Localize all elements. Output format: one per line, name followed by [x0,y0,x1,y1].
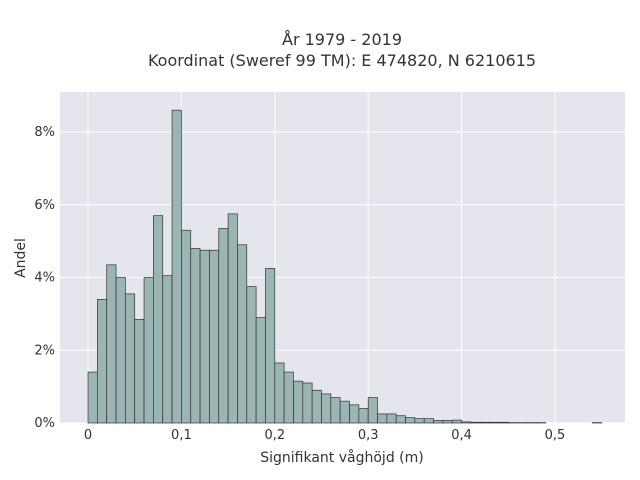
x-axis-title: Signifikant våghöjd (m) [260,449,423,466]
y-tick-label: 6% [34,198,55,213]
histogram-bars [87,109,603,424]
histogram-bar [377,413,388,424]
y-axis-title: Andel [13,238,29,278]
chart-title-line-2: Koordinat (Sweref 99 TM): E 474820, N 62… [148,51,536,70]
chart-title-line-1: År 1979 - 2019 [282,30,402,49]
histogram-bar [162,275,173,424]
histogram-bar [311,389,322,424]
histogram-bar [339,400,350,424]
histogram-bar [283,371,294,424]
histogram-bar [237,244,248,424]
histogram-bar [405,417,416,424]
histogram-bar [274,362,285,424]
x-tick-label: 0,2 [264,428,285,443]
histogram-bar [218,228,229,424]
x-tick-label: 0,1 [171,428,192,443]
y-tick-label: 8% [34,125,55,140]
histogram-bar [293,380,304,424]
histogram-bar [470,421,481,424]
y-tick-label: 4% [34,271,55,286]
histogram-bar [265,268,276,424]
histogram-bar [302,382,313,424]
histogram-bar [321,393,332,424]
histogram-bar [209,249,220,424]
histogram-bar [199,249,210,424]
x-tick-label: 0,5 [545,428,566,443]
histogram-bar [442,420,453,424]
histogram-bar [479,421,490,424]
x-tick-label: 0,3 [358,428,379,443]
histogram-bar [181,229,192,424]
axis-ticks: 0 0,1 0,2 0,3 0,4 0,5 0% 2% 4% 6% 8% [34,125,565,443]
x-tick-label: 0 [84,428,92,443]
histogram-bar [190,248,201,424]
y-tick-label: 0% [34,416,55,431]
histogram-bar [87,371,98,424]
y-tick-label: 2% [34,343,55,358]
histogram-bar [227,213,238,424]
histogram-bar [367,397,378,424]
histogram-bar [171,109,182,424]
histogram-bar [143,277,154,424]
histogram-bar [115,277,126,424]
histogram-bar [153,215,164,424]
histogram-bar [433,420,444,424]
histogram-bar [349,404,360,424]
histogram-bar [330,397,341,424]
histogram-bar [489,421,500,424]
histogram-bar [498,421,509,424]
histogram-bar [386,413,397,424]
histogram-bar [423,418,434,424]
histogram-bar [134,318,145,424]
histogram-bar [451,419,462,424]
histogram-bar [358,408,369,424]
histogram-bar [255,317,266,424]
histogram-bar [125,293,136,424]
histogram-bar [461,421,472,424]
histogram-bar [395,415,406,424]
histogram-bar [97,298,108,424]
x-tick-label: 0,4 [451,428,472,443]
histogram-bar [106,264,117,424]
histogram-bar [246,286,257,424]
histogram-bar [414,418,425,424]
